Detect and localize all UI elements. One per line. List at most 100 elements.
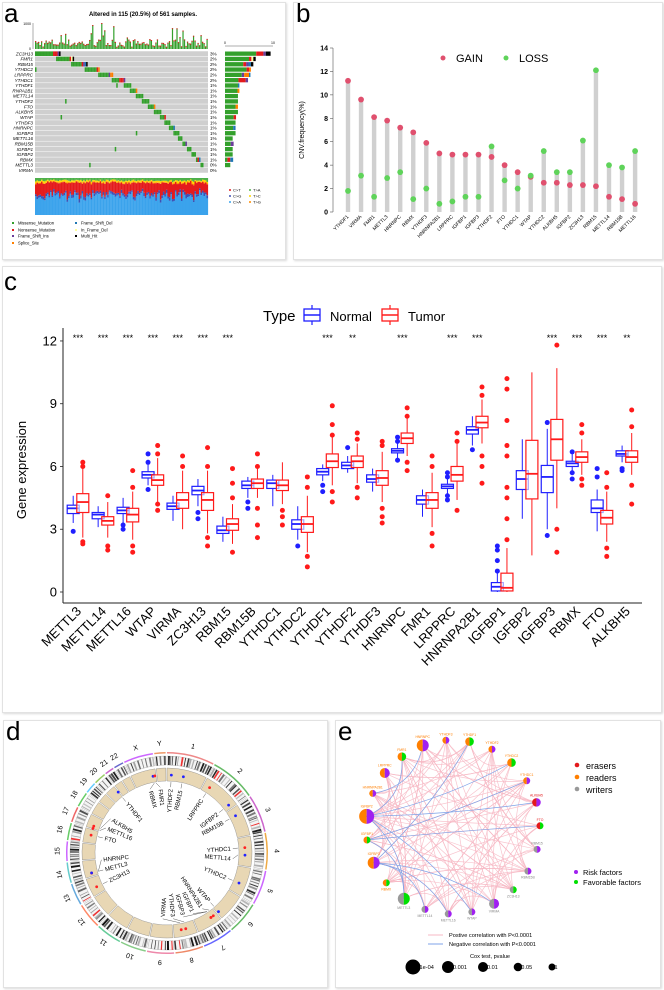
gene-label-RBM15: RBM15 [174, 789, 184, 810]
tmb-bar [111, 39, 113, 49]
panel-label-c: c [4, 266, 17, 296]
positive-correlation-edge [366, 815, 541, 827]
tmb-bar-tip [165, 46, 168, 48]
cnv-gene-point [243, 853, 247, 857]
tmb-bar-tip [35, 40, 37, 42]
tumor-outlier [604, 470, 610, 476]
chromosome-label: 3 [263, 807, 271, 813]
gene-leader-line [219, 809, 224, 813]
chromosome-band [246, 811, 256, 818]
node-YTHDC2-category-half [507, 758, 512, 767]
chromosome-band [248, 815, 257, 821]
titv-bar-segment [75, 181, 78, 193]
titv-bar-segment [167, 198, 169, 215]
tmb-bar-tip [104, 30, 106, 32]
tmb-bar-tip [188, 43, 190, 45]
gene-percent-YTHDF1: 1% [210, 83, 217, 88]
titv-bar-segment [63, 178, 66, 180]
chromosome-band [182, 939, 186, 949]
titv-bar-segment [51, 195, 54, 198]
titv-bar-segment [119, 198, 121, 215]
y-tick-label: 3 [50, 522, 57, 537]
titv-bar-segment [117, 182, 120, 193]
titv-bar-segment [206, 195, 209, 199]
gene-label-HNRNPC: HNRNPC [103, 855, 130, 864]
titv-bar-segment [108, 190, 111, 192]
size-legend-circle [513, 962, 523, 972]
normal-outlier [544, 420, 550, 426]
tmb-bar [71, 44, 73, 49]
tmb-bar [84, 44, 86, 49]
tmb-bar-tip [140, 43, 142, 45]
cnv-range-bar [554, 172, 559, 212]
titv-bar-segment [131, 182, 133, 191]
legend-gain-label: GAIN [456, 53, 483, 65]
titv-bar-segment [129, 181, 132, 184]
chromosome-color-arc [66, 841, 69, 862]
mutation-cell [42, 51, 45, 57]
mutation-cell [191, 152, 193, 157]
titv-bar-segment [171, 182, 174, 184]
node-IGFBP1-category-half [363, 836, 367, 844]
titv-bar-segment [98, 182, 100, 193]
node-METTL16-factor-half [448, 910, 452, 918]
chromosome-color-arc [249, 796, 266, 832]
titv-bar-segment [114, 181, 117, 182]
mutation-cell [165, 120, 168, 125]
titv-bar-segment [47, 180, 49, 182]
titv-bar-segment [53, 179, 55, 181]
titv-bar-segment [96, 178, 99, 181]
chromosome-color-arc [175, 945, 204, 954]
titv-bar-segment [102, 194, 105, 215]
mutation-cell [120, 77, 123, 83]
tumor-outlier [579, 482, 585, 488]
titv-bar-segment [153, 178, 156, 182]
positive-correlation-edge [471, 780, 527, 912]
titv-bar-segment [80, 182, 82, 196]
normal-outlier [619, 466, 625, 472]
chromosome-band [88, 904, 97, 911]
chromosome-band [190, 937, 195, 947]
node-RBM15B-factor-half [527, 867, 532, 875]
tmb-bar-tip [186, 41, 189, 43]
gene-label-YTHDC1: YTHDC1 [15, 78, 34, 83]
tumor-outlier [329, 432, 335, 438]
titv-bar-segment [74, 192, 76, 215]
y-tick-label: 4 [324, 163, 328, 170]
titv-bar-segment [150, 195, 153, 215]
titv-bar-segment [66, 180, 69, 183]
gene-percent-VIRMA: 0% [210, 168, 217, 173]
tumor-box [525, 439, 539, 500]
titv-bar-segment [60, 194, 63, 215]
chromosome-band [101, 780, 109, 788]
titv-bar-segment [167, 178, 169, 182]
cnv-track-segment [228, 865, 251, 897]
cnv-gene-point [184, 927, 188, 931]
titv-bar-segment [131, 191, 133, 215]
titv-bar-segment [69, 191, 72, 194]
tmb-bar-tip [149, 39, 151, 41]
mutation-cell [54, 51, 57, 57]
chromosome-band [143, 938, 148, 948]
node-RBMX-category-half [382, 879, 387, 887]
normal-outlier [320, 489, 326, 495]
normal-outlier [444, 474, 450, 480]
titv-bar-segment [192, 184, 195, 186]
tmb-bar-tip [158, 45, 160, 47]
mutation-count-bar [225, 56, 249, 62]
node-LRPPRC-category-half [379, 768, 385, 779]
titv-bar-segment [201, 179, 204, 182]
tmb-bar [159, 45, 162, 49]
chromosome-band [155, 756, 158, 766]
tumor-outlier [404, 405, 410, 411]
normal-outlier [145, 459, 151, 465]
tmb-bar [80, 42, 82, 49]
mutation-cell [35, 51, 37, 57]
chromosome-band [122, 931, 128, 940]
titv-bar-segment [129, 194, 132, 215]
tmb-bar [134, 39, 136, 49]
chromosome-band [117, 768, 124, 778]
node-label-IGFBP3: IGFBP3 [368, 852, 380, 856]
titv-bar-segment [146, 195, 148, 215]
chromosome-band [70, 864, 81, 868]
